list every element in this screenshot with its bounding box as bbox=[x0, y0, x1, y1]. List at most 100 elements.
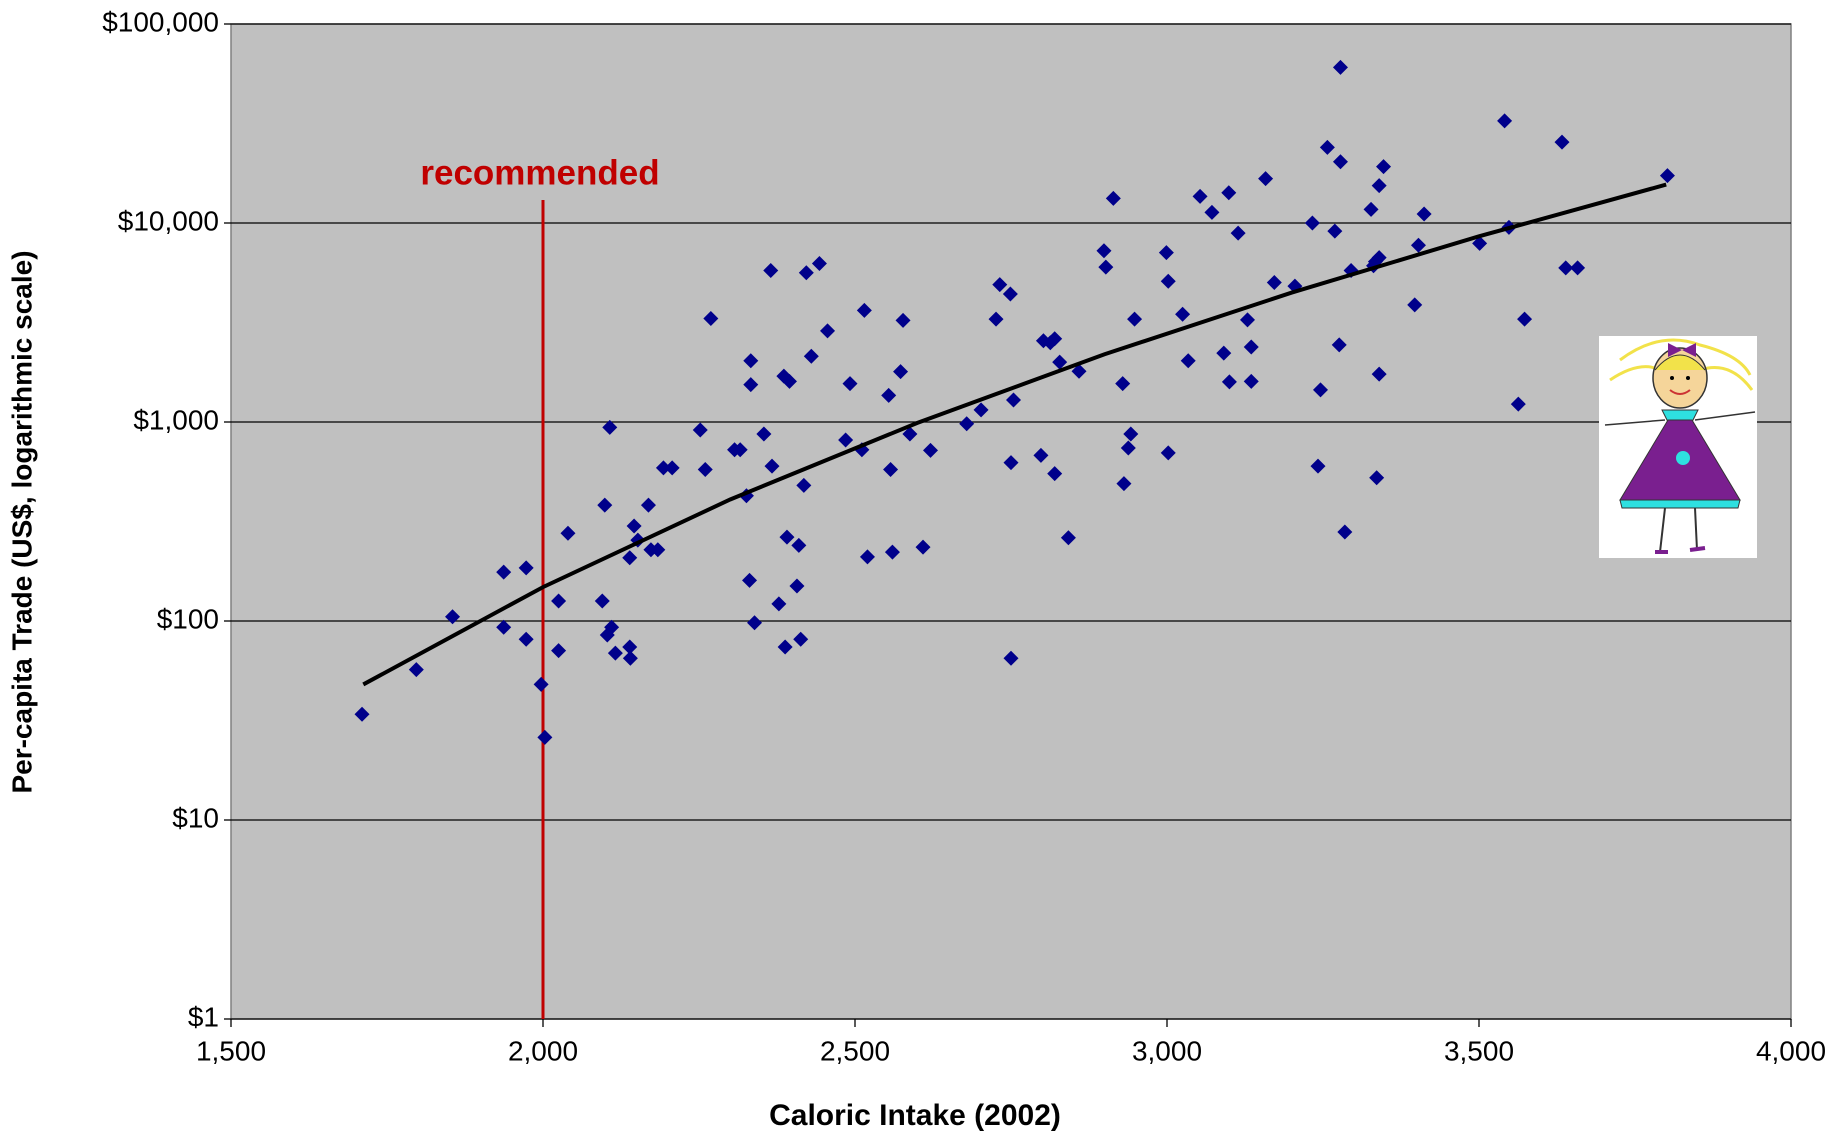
point bbox=[622, 650, 638, 666]
point bbox=[747, 615, 763, 631]
point bbox=[1243, 373, 1259, 389]
point bbox=[597, 497, 613, 513]
point bbox=[777, 639, 793, 655]
point bbox=[1554, 134, 1570, 150]
point bbox=[1002, 286, 1018, 302]
point bbox=[1192, 188, 1208, 204]
clipart bbox=[1599, 336, 1757, 558]
point bbox=[537, 729, 553, 745]
point bbox=[1052, 354, 1068, 370]
point bbox=[1304, 215, 1320, 231]
point bbox=[1243, 339, 1259, 355]
point bbox=[881, 387, 897, 403]
point bbox=[1158, 245, 1174, 261]
point bbox=[1005, 392, 1021, 408]
point bbox=[1239, 312, 1255, 328]
point bbox=[692, 422, 708, 438]
point bbox=[803, 348, 819, 364]
point bbox=[1337, 524, 1353, 540]
point bbox=[732, 442, 748, 458]
point bbox=[1160, 445, 1176, 461]
point bbox=[604, 619, 620, 635]
x-tick-label: 2,000 bbox=[508, 1035, 578, 1066]
point bbox=[1266, 275, 1282, 291]
y-tick-label: $100,000 bbox=[102, 6, 219, 37]
point bbox=[1319, 139, 1335, 155]
point bbox=[1517, 311, 1533, 327]
point bbox=[1510, 396, 1526, 412]
point bbox=[883, 462, 899, 478]
y-axis-title: Per-capita Trade (US$, logarithmic scale… bbox=[6, 250, 37, 793]
point bbox=[1175, 306, 1191, 322]
point bbox=[915, 539, 931, 555]
point bbox=[1472, 235, 1488, 251]
point bbox=[764, 458, 780, 474]
point bbox=[1497, 113, 1513, 129]
point bbox=[743, 353, 759, 369]
point bbox=[793, 631, 809, 647]
point bbox=[1376, 159, 1392, 175]
point bbox=[838, 432, 854, 448]
point bbox=[622, 639, 638, 655]
y-tick-label: $100 bbox=[157, 603, 219, 634]
point bbox=[518, 560, 534, 576]
point bbox=[820, 323, 836, 339]
point bbox=[884, 544, 900, 560]
point bbox=[763, 263, 779, 279]
point bbox=[1204, 204, 1220, 220]
point bbox=[1416, 206, 1432, 222]
point bbox=[1659, 168, 1675, 184]
point bbox=[703, 311, 719, 327]
point bbox=[622, 550, 638, 566]
x-axis-title: Caloric Intake (2002) bbox=[769, 1099, 1061, 1132]
point bbox=[1127, 311, 1143, 327]
point bbox=[518, 631, 534, 647]
point bbox=[1371, 250, 1387, 266]
point bbox=[1369, 470, 1385, 486]
point bbox=[811, 255, 827, 271]
point bbox=[594, 593, 610, 609]
y-tick-label: $10 bbox=[172, 802, 219, 833]
point bbox=[560, 525, 576, 541]
trendline bbox=[362, 182, 1667, 687]
point bbox=[1331, 337, 1347, 353]
point bbox=[1410, 237, 1426, 253]
point bbox=[1160, 273, 1176, 289]
x-tick-label: 3,500 bbox=[1444, 1035, 1514, 1066]
point bbox=[1033, 447, 1049, 463]
point bbox=[902, 426, 918, 442]
x-tick-label: 1,500 bbox=[196, 1035, 266, 1066]
point bbox=[1116, 476, 1132, 492]
point bbox=[354, 706, 370, 722]
point bbox=[496, 619, 512, 635]
point bbox=[842, 376, 858, 392]
point bbox=[1003, 650, 1019, 666]
point bbox=[798, 265, 814, 281]
point bbox=[1098, 259, 1114, 275]
point bbox=[1371, 178, 1387, 194]
point bbox=[1310, 458, 1326, 474]
point bbox=[1332, 59, 1348, 75]
point bbox=[1047, 466, 1063, 482]
point bbox=[743, 377, 759, 393]
point bbox=[742, 572, 758, 588]
point bbox=[1221, 374, 1237, 390]
y-tick-label: $10,000 bbox=[118, 205, 219, 236]
point bbox=[1096, 243, 1112, 259]
annotation: recommended bbox=[420, 153, 659, 192]
point bbox=[445, 609, 461, 625]
point bbox=[496, 564, 512, 580]
point bbox=[551, 643, 567, 659]
point bbox=[771, 596, 787, 612]
point bbox=[781, 373, 797, 389]
point bbox=[1258, 171, 1274, 187]
point bbox=[1327, 223, 1343, 239]
x-tick-label: 4,000 bbox=[1756, 1035, 1826, 1066]
marks bbox=[354, 59, 1675, 1019]
point bbox=[1313, 382, 1329, 398]
point bbox=[895, 312, 911, 328]
point bbox=[1047, 331, 1063, 347]
plot-area bbox=[230, 23, 1792, 1020]
point bbox=[756, 426, 772, 442]
point bbox=[992, 277, 1008, 293]
